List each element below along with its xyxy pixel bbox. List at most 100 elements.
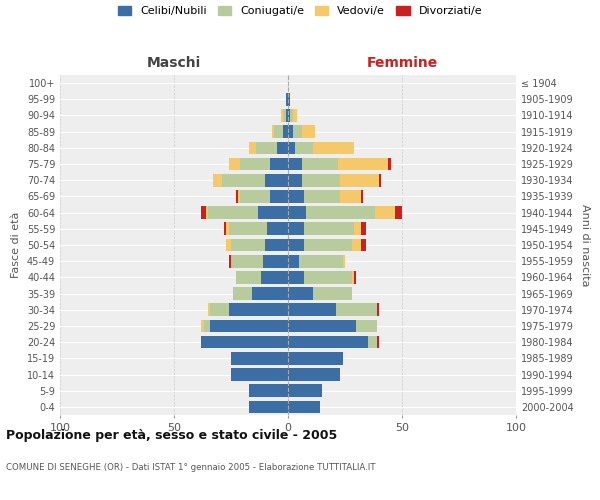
Bar [361, 190, 363, 202]
Bar [338, 158, 388, 170]
Bar [231, 368, 288, 381]
Bar [249, 142, 256, 154]
Bar [313, 288, 352, 300]
Bar [281, 109, 283, 122]
Bar [288, 271, 304, 283]
Bar [211, 320, 288, 332]
Bar [340, 190, 361, 202]
Bar [213, 174, 222, 186]
Bar [259, 206, 288, 219]
Bar [208, 206, 259, 219]
Bar [240, 190, 270, 202]
Bar [277, 142, 288, 154]
Bar [354, 271, 356, 283]
Bar [288, 126, 293, 138]
Bar [288, 368, 340, 381]
Bar [270, 190, 288, 202]
Bar [231, 352, 288, 364]
Bar [272, 126, 274, 138]
Bar [231, 238, 265, 252]
Bar [263, 255, 288, 268]
Bar [288, 384, 322, 397]
Bar [251, 288, 288, 300]
Bar [288, 238, 304, 252]
Bar [202, 336, 288, 348]
Bar [240, 158, 270, 170]
Bar [229, 158, 240, 170]
Bar [395, 206, 402, 219]
Bar [288, 109, 290, 122]
Bar [226, 222, 229, 235]
Bar [299, 255, 343, 268]
Bar [288, 190, 304, 202]
Bar [304, 238, 352, 252]
Bar [208, 304, 211, 316]
Bar [256, 142, 277, 154]
Bar [286, 109, 288, 122]
Bar [265, 174, 288, 186]
Text: COMUNE DI SENEGHE (OR) - Dati ISTAT 1° gennaio 2005 - Elaborazione TUTTITALIA.IT: COMUNE DI SENEGHE (OR) - Dati ISTAT 1° g… [6, 464, 376, 472]
Text: Popolazione per età, sesso e stato civile - 2005: Popolazione per età, sesso e stato civil… [6, 430, 337, 442]
Bar [304, 222, 354, 235]
Bar [222, 174, 265, 186]
Bar [306, 206, 374, 219]
Y-axis label: Fasce di età: Fasce di età [11, 212, 21, 278]
Bar [288, 222, 304, 235]
Bar [229, 304, 288, 316]
Bar [288, 304, 336, 316]
Bar [211, 304, 229, 316]
Bar [202, 206, 206, 219]
Bar [288, 93, 290, 106]
Bar [236, 271, 260, 283]
Bar [361, 222, 365, 235]
Bar [288, 174, 302, 186]
Bar [283, 126, 288, 138]
Bar [313, 142, 354, 154]
Bar [343, 255, 345, 268]
Bar [203, 320, 211, 332]
Bar [288, 288, 313, 300]
Bar [288, 255, 299, 268]
Bar [249, 400, 288, 413]
Bar [224, 222, 226, 235]
Bar [336, 304, 377, 316]
Bar [229, 255, 231, 268]
Text: Maschi: Maschi [147, 56, 201, 70]
Bar [302, 126, 316, 138]
Bar [288, 206, 306, 219]
Bar [377, 336, 379, 348]
Bar [288, 320, 356, 332]
Bar [274, 126, 283, 138]
Bar [302, 174, 340, 186]
Bar [354, 222, 361, 235]
Bar [377, 304, 379, 316]
Legend: Celibi/Nubili, Coniugati/e, Vedovi/e, Divorziati/e: Celibi/Nubili, Coniugati/e, Vedovi/e, Di… [118, 6, 482, 16]
Bar [304, 190, 340, 202]
Bar [260, 271, 288, 283]
Bar [288, 400, 320, 413]
Bar [293, 109, 297, 122]
Text: Femmine: Femmine [367, 56, 437, 70]
Bar [270, 158, 288, 170]
Bar [249, 384, 288, 397]
Bar [206, 206, 208, 219]
Bar [352, 271, 354, 283]
Bar [226, 238, 231, 252]
Bar [304, 271, 352, 283]
Bar [268, 222, 288, 235]
Bar [352, 238, 361, 252]
Bar [283, 109, 286, 122]
Bar [288, 352, 343, 364]
Bar [233, 288, 251, 300]
Bar [236, 190, 238, 202]
Bar [356, 320, 377, 332]
Bar [288, 142, 295, 154]
Bar [388, 158, 391, 170]
Bar [231, 255, 263, 268]
Bar [290, 109, 293, 122]
Bar [229, 222, 268, 235]
Bar [361, 238, 365, 252]
Bar [238, 190, 240, 202]
Bar [368, 336, 377, 348]
Bar [286, 93, 288, 106]
